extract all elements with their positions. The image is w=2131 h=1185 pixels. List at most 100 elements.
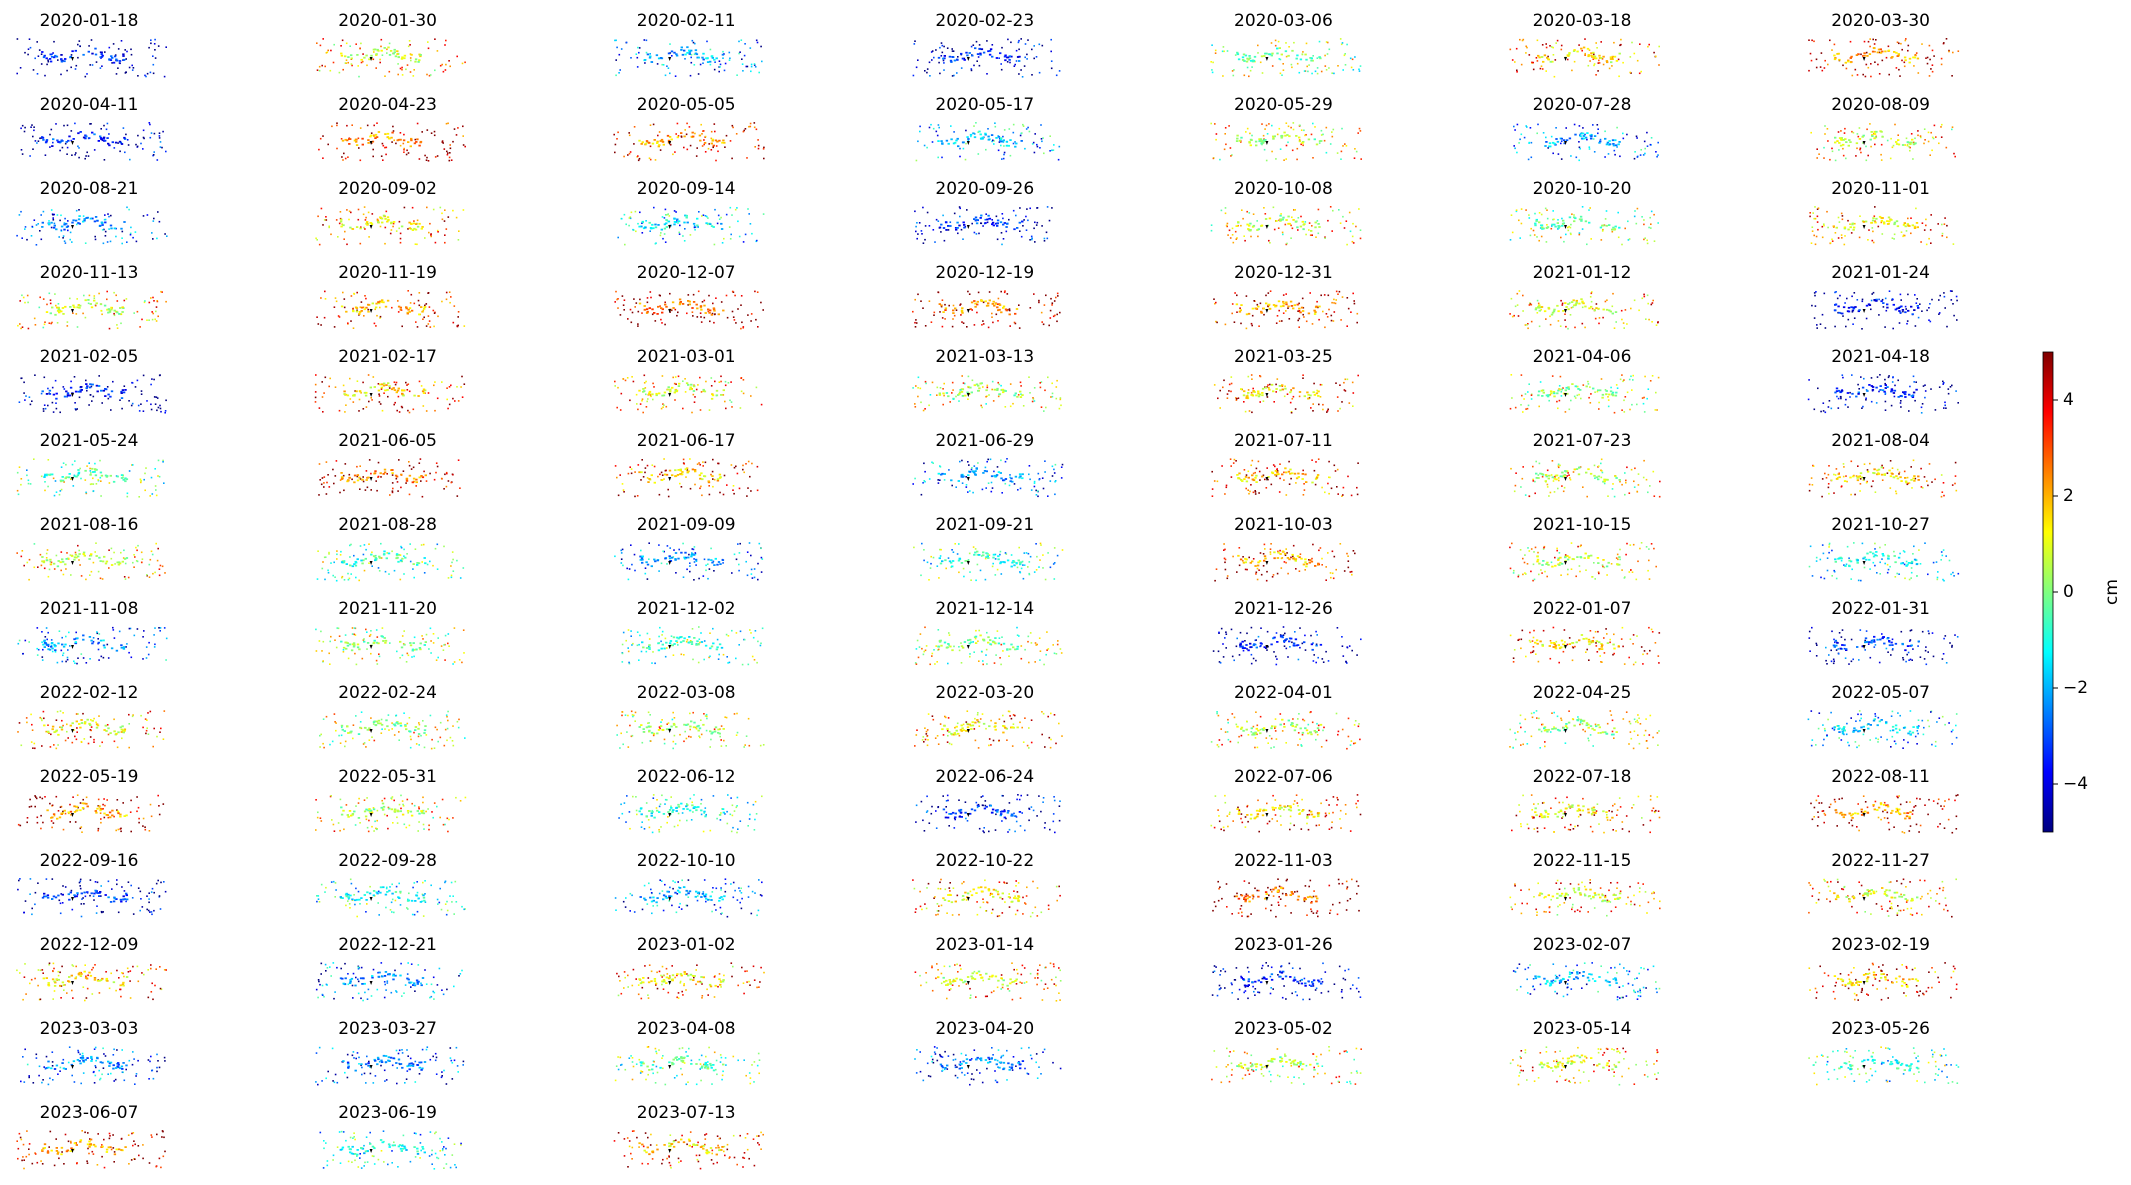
map-pixel <box>52 138 55 141</box>
map-pixel <box>1847 144 1850 147</box>
map-pixel <box>1240 141 1242 143</box>
map-pixel <box>1346 43 1348 46</box>
map-pixel <box>1237 397 1240 399</box>
map-pixel <box>719 63 722 66</box>
map-pixel <box>1545 227 1549 229</box>
map-pixel <box>1002 238 1005 240</box>
map-pixel <box>684 129 686 131</box>
map-pixel <box>1560 137 1563 140</box>
map-pixel <box>1509 48 1512 51</box>
map-pixel <box>762 213 765 215</box>
map-pixel <box>39 230 41 232</box>
map-pixel <box>1558 388 1562 391</box>
map-pixel <box>665 226 669 228</box>
map-pixel <box>971 379 974 382</box>
map-pixel <box>962 147 965 150</box>
map-pixel <box>699 306 703 309</box>
map-pixel <box>1345 145 1348 147</box>
map-pixel <box>701 215 703 217</box>
map-pixel <box>397 305 401 308</box>
map-pixel <box>397 73 399 76</box>
map-pixel <box>1550 46 1553 48</box>
map-pixel <box>970 69 973 72</box>
map-pixel <box>1309 234 1312 236</box>
map-pixel <box>1598 317 1601 319</box>
map-pixel <box>916 222 918 224</box>
map-pixel <box>1877 63 1879 66</box>
map-pixel <box>995 313 998 316</box>
map-pixel <box>1836 297 1839 300</box>
map-pixel <box>112 61 116 64</box>
map-pixel <box>1008 309 1011 312</box>
map-pixel <box>1829 242 1832 244</box>
map-pixel <box>1896 55 1899 57</box>
map-pixel <box>1887 376 1890 379</box>
map-pixel <box>86 73 88 75</box>
map-pixel <box>457 316 459 318</box>
map-pixel <box>1230 155 1232 157</box>
map-pixel <box>1926 56 1929 59</box>
map-pixel <box>165 150 167 153</box>
map-pixel <box>1867 40 1870 43</box>
map-pixel <box>1540 224 1543 227</box>
map-pixel <box>953 131 955 133</box>
map-pixel <box>152 72 155 75</box>
map-pixel <box>27 482 30 485</box>
map-pixel <box>362 53 364 55</box>
map-pixel <box>1516 304 1519 306</box>
map-pixel <box>1609 310 1612 313</box>
map-pixel <box>749 125 752 128</box>
map-pixel <box>1893 221 1897 224</box>
map-pixel <box>738 40 740 43</box>
map-pixel <box>374 137 377 139</box>
map-pixel <box>718 381 721 383</box>
map-pixel <box>1290 237 1292 239</box>
map-pixel <box>1827 406 1830 408</box>
map-pixel <box>1598 59 1600 62</box>
map-pixel <box>1055 296 1057 299</box>
map-pixel <box>1053 300 1056 302</box>
map-pixel <box>1873 215 1876 217</box>
map-pixel <box>1601 393 1605 396</box>
map-pixel <box>1865 159 1868 162</box>
map-pixel <box>1243 401 1245 403</box>
map-pixel <box>58 141 62 144</box>
map-pixel <box>425 325 428 327</box>
map-pixel <box>1834 232 1837 234</box>
map-pixel <box>93 149 96 151</box>
map-pixel <box>364 394 368 397</box>
map-pixel <box>1268 387 1270 389</box>
reference-marker <box>1564 141 1567 145</box>
map-pixel <box>1565 233 1567 236</box>
map-pixel <box>320 297 322 299</box>
map-pixel <box>1032 397 1034 399</box>
map-pixel <box>348 210 351 213</box>
map-pixel <box>1870 400 1873 403</box>
map-pixel <box>942 311 945 313</box>
map-pixel <box>1310 230 1313 232</box>
map-pixel <box>1840 137 1843 139</box>
map-pixel <box>450 159 453 161</box>
map-pixel <box>333 43 335 46</box>
map-pixel <box>1595 307 1598 309</box>
map-pixel <box>91 64 94 66</box>
map-pixel <box>919 125 921 128</box>
map-pixel <box>950 61 953 63</box>
map-pixel <box>413 394 416 397</box>
map-pixel <box>395 391 398 394</box>
map-pixel <box>1340 43 1343 46</box>
map-pixel <box>1609 390 1613 393</box>
map-pixel <box>725 213 728 216</box>
map-pixel <box>1593 151 1596 153</box>
map-pixel <box>948 55 952 58</box>
map-pixel <box>1041 321 1043 323</box>
map-pixel <box>1270 42 1273 44</box>
map-pixel <box>978 44 981 46</box>
map-pixel <box>60 225 64 228</box>
map-pixel <box>986 395 988 397</box>
map-pixel <box>1223 148 1226 151</box>
map-pixel <box>409 71 412 73</box>
map-pixel <box>44 154 47 156</box>
map-pixel <box>348 473 351 476</box>
map-pixel <box>1597 70 1599 72</box>
